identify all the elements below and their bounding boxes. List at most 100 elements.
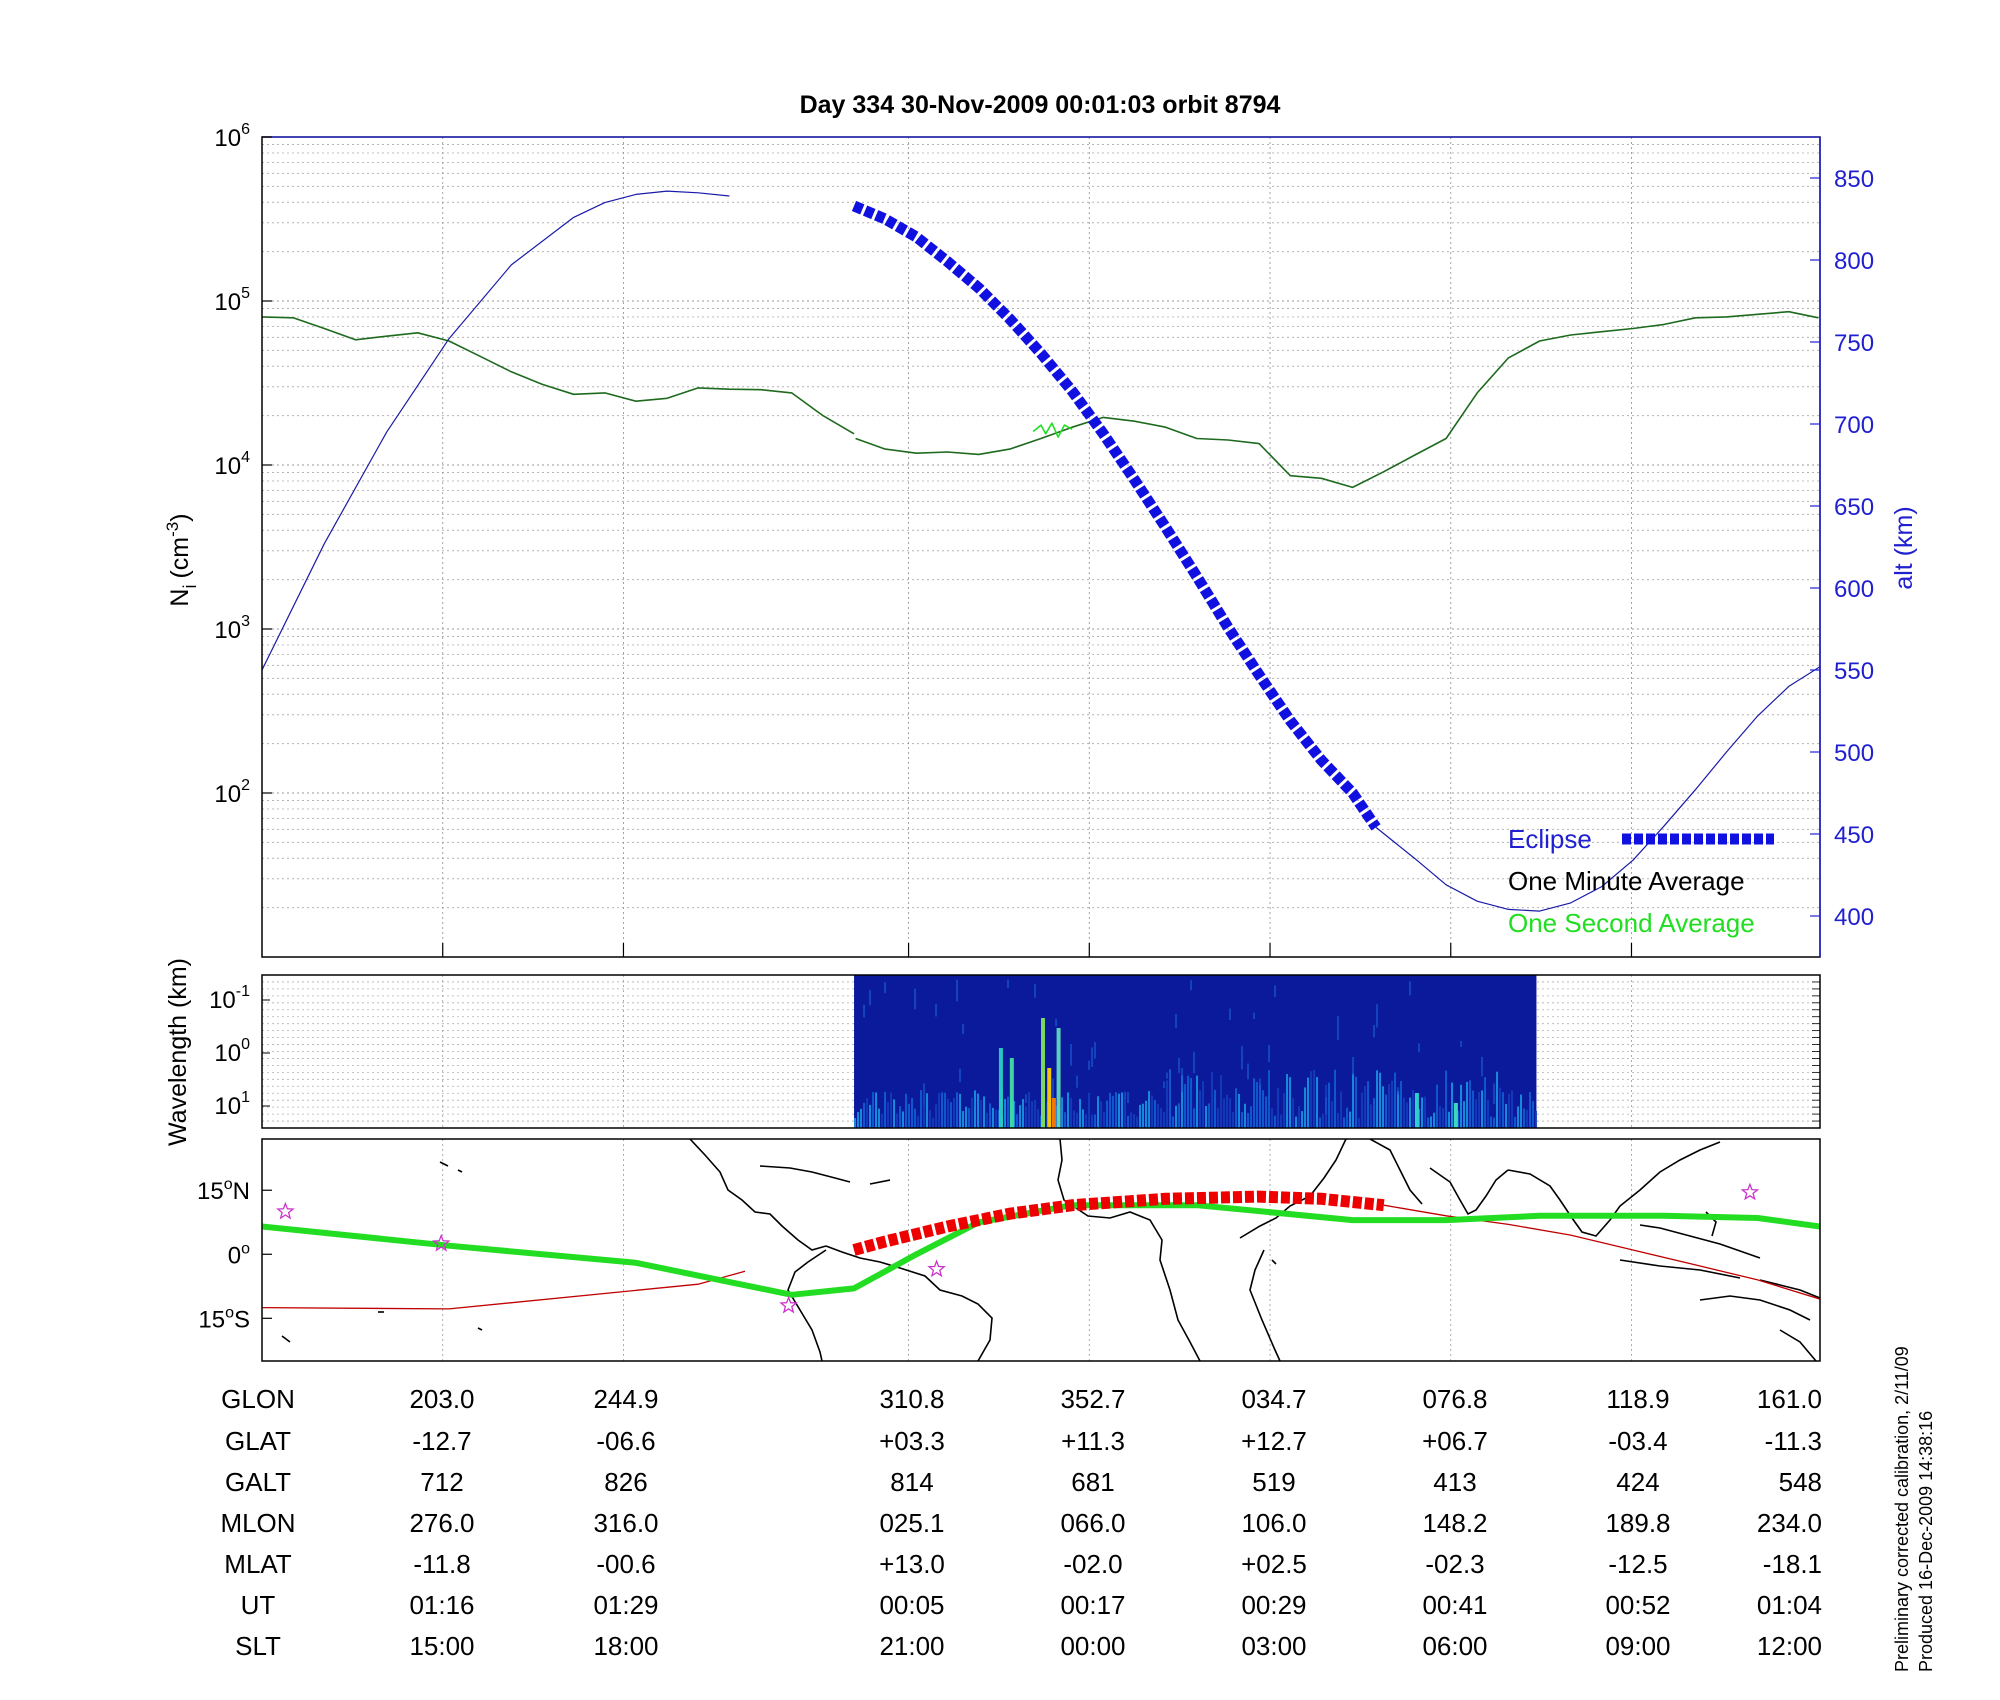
spectrogram-burst	[1041, 1018, 1045, 1128]
spectrogram-column	[1211, 1072, 1214, 1128]
spectrogram-column	[941, 1092, 944, 1128]
world-coastlines	[281, 1139, 1820, 1361]
spectrogram-column	[1208, 1103, 1211, 1128]
spectrogram-column	[1196, 1075, 1199, 1128]
spectrogram-speckle	[1352, 1056, 1355, 1076]
spectrogram-column	[1487, 1099, 1490, 1128]
ephemeris-cell: 519	[1252, 1467, 1295, 1497]
density-y-tick-label: 106	[214, 121, 250, 152]
ephemeris-cell: 234.0	[1757, 1508, 1822, 1538]
spectrogram-speckle	[1178, 1058, 1181, 1073]
spectrogram-column	[1403, 1097, 1406, 1128]
spectrogram-column	[1202, 1081, 1205, 1128]
ephemeris-cell: 00:00	[1060, 1631, 1125, 1661]
spectrogram-column	[971, 1097, 974, 1128]
density-ylabel-unit: (cm	[166, 537, 194, 579]
coastline	[1619, 1259, 1741, 1279]
spectrogram-column	[1016, 1114, 1019, 1128]
spectrogram-column	[950, 1102, 953, 1128]
altitude-y-tick-label: 550	[1834, 658, 1874, 685]
altitude-y-tick-label: 750	[1834, 330, 1874, 357]
ephemeris-cell: 00:17	[1060, 1590, 1125, 1620]
spectrogram-column	[1475, 1099, 1478, 1128]
ephemeris-table: GLON GLAT GALT MLON MLAT UT SLT 203.0 -12.7 712 27…	[220, 1384, 1822, 1661]
legend-one-second-average: One Second Average	[1508, 908, 1755, 938]
spectrogram-column	[914, 1108, 917, 1128]
spectrogram-column	[926, 1093, 929, 1128]
spectrogram-column	[875, 1092, 878, 1128]
spectrogram-speckle	[1088, 1060, 1091, 1070]
tick-exponent: 6	[241, 121, 250, 138]
spectrogram-column	[1307, 1077, 1310, 1128]
spectrogram-column	[1316, 1077, 1319, 1128]
ephemeris-cell: -11.8	[413, 1549, 470, 1579]
spectrogram-column	[1334, 1069, 1337, 1128]
ephemeris-cell: 814	[890, 1467, 933, 1497]
spectrogram-column	[1292, 1098, 1295, 1128]
spectrogram-column	[1481, 1090, 1484, 1128]
series-line-one-minute-average	[262, 316, 855, 435]
degree-sign: o	[225, 1304, 234, 1321]
lat-value: 0	[228, 1242, 241, 1269]
ephemeris-cell: 244.9	[593, 1384, 658, 1414]
density-ylabel-close: )	[166, 513, 194, 521]
spectrogram-column	[863, 1102, 866, 1128]
coastline	[1369, 1139, 1423, 1205]
spectrogram-column	[1385, 1094, 1388, 1128]
ephemeris-row-label: SLT	[235, 1631, 281, 1661]
spectrogram-column	[1265, 1096, 1268, 1128]
lat-hemisphere: N	[233, 1178, 250, 1205]
coastline	[1779, 1329, 1817, 1361]
ephemeris-cell: 106.0	[1241, 1508, 1306, 1538]
spectrogram-speckle	[1325, 1097, 1328, 1115]
spectrogram-speckle	[1193, 1051, 1196, 1074]
ephemeris-cell: +02.5	[1241, 1549, 1307, 1579]
spectrogram-speckle	[1259, 1078, 1262, 1097]
spectrogram-column	[986, 1112, 989, 1128]
coastline	[1507, 1141, 1721, 1237]
spectrogram-column	[1142, 1103, 1145, 1128]
ephemeris-row-label: GLAT	[225, 1426, 291, 1456]
spectrogram-column	[1529, 1092, 1532, 1128]
spectrogram-speckle	[956, 979, 959, 1002]
ephemeris-cell: 148.2	[1422, 1508, 1487, 1538]
star-marker	[779, 1295, 798, 1314]
tick-base: 10	[214, 617, 241, 644]
ephemeris-row-label: UT	[241, 1590, 276, 1620]
altitude-ylabel: alt (km)	[1890, 506, 1918, 589]
spectrogram-column	[1364, 1085, 1367, 1128]
spectrogram-speckle	[935, 1003, 938, 1017]
spectrogram-column	[1328, 1082, 1331, 1128]
spectrogram-speckle	[1181, 1068, 1184, 1092]
spectrogram-column	[1034, 1099, 1037, 1128]
density-legend: Eclipse One Minute Average One Second Av…	[1508, 824, 1774, 938]
spectrogram-column	[1241, 1112, 1244, 1128]
spectrogram-column	[869, 1104, 872, 1128]
spectrogram-column	[1169, 1069, 1172, 1128]
spectrogram-speckle	[1070, 1043, 1073, 1066]
spectrogram-column	[1493, 1117, 1496, 1128]
spectrogram-column	[1061, 1097, 1064, 1128]
spectrogram-speckle	[1253, 1012, 1256, 1020]
spectrogram-column	[1091, 1114, 1094, 1128]
ephemeris-cell: +06.7	[1422, 1426, 1488, 1456]
density-ylabel: Ni (cm-3)	[163, 513, 200, 606]
spectrogram-column	[1391, 1080, 1394, 1128]
spectrogram-column	[1535, 1110, 1538, 1128]
spectrogram-column	[1445, 1070, 1448, 1128]
ephemeris-row-label: GLON	[221, 1384, 295, 1414]
spectrogram-burst	[1453, 1103, 1458, 1128]
spectrogram-column	[1514, 1116, 1517, 1128]
spectrogram-column	[1148, 1091, 1151, 1128]
tick-base: 10	[209, 987, 236, 1014]
spectrogram-speckle	[1076, 1075, 1079, 1088]
spectrogram-column	[1337, 1112, 1340, 1128]
ephemeris-cell: 00:41	[1422, 1590, 1487, 1620]
spectrogram-column	[1220, 1075, 1223, 1128]
calibration-note: Preliminary corrected calibration, 2/11/…	[1892, 1346, 1912, 1672]
spectrogram-column	[1151, 1095, 1154, 1128]
spectrogram-column	[878, 1108, 881, 1128]
spectrogram-column	[1094, 1114, 1097, 1128]
density-series	[262, 190, 1820, 912]
